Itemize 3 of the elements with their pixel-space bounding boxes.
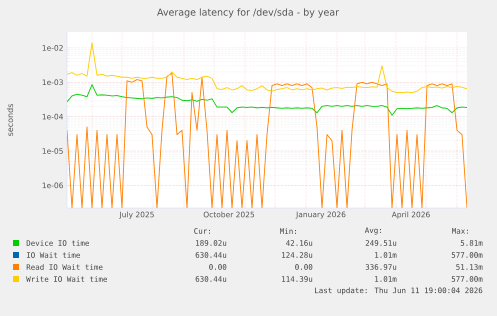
line-series bbox=[67, 42, 468, 94]
chart-title: Average latency for /dev/sda - by year bbox=[157, 8, 340, 18]
y-axis-title: seconds bbox=[6, 104, 14, 136]
